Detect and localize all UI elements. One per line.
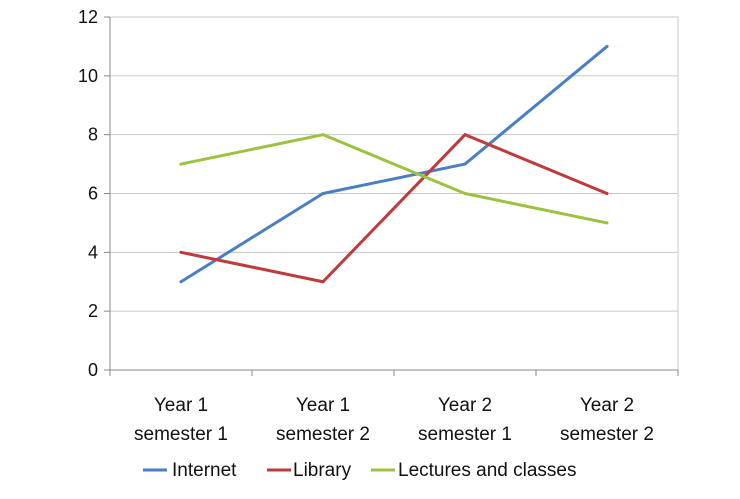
data-point [179,250,183,254]
data-point [321,280,325,284]
x-tick-label-line: Year 1 [296,395,350,416]
data-point [321,133,325,137]
x-tick-label-line: semester 2 [560,424,654,445]
x-tick-label-line: semester 1 [418,424,512,445]
x-tick-label-line: Year 2 [438,395,492,416]
y-axis: 0 2 4 6 8 10 12 [78,7,111,380]
x-tick-label-line: Year 1 [154,395,208,416]
data-point [605,192,609,195]
y-tick-label: 12 [78,7,98,27]
x-tick-label: Year 1 semester 1 [134,395,228,445]
data-point [179,280,183,284]
series-line-internet [179,44,609,284]
gridlines [110,16,679,370]
x-tick-label: Year 2 semester 2 [560,395,654,445]
data-point [321,192,325,195]
x-tick-label-line: semester 2 [276,424,370,445]
y-tick-label: 6 [88,184,98,204]
x-tick-label-line: semester 1 [134,424,228,445]
data-point [463,192,467,195]
legend-label: Internet [172,460,237,481]
y-tick-label: 8 [88,125,98,145]
legend-label: Lectures and classes [398,460,577,481]
legend: Internet Library Lectures and classes [143,460,577,481]
x-tick-label: Year 1 semester 2 [276,395,370,445]
series-line-library [179,133,609,284]
data-point [179,162,183,166]
y-tick-label: 0 [88,360,98,380]
x-tick-label-line: Year 2 [580,395,634,416]
y-tick-label: 2 [88,301,98,321]
data-point [463,133,467,137]
x-tick-label: Year 2 semester 1 [418,395,512,445]
series-line-lectures-and-classes [179,133,609,225]
data-point [605,221,609,225]
series-lines [179,44,609,284]
x-axis: Year 1 semester 1 Year 1 semester 2 Year 2 se… [109,369,679,445]
legend-label: Library [293,460,352,481]
data-point [605,44,609,48]
data-point [463,162,467,166]
y-tick-label: 10 [78,66,98,86]
y-tick-label: 4 [88,242,98,262]
